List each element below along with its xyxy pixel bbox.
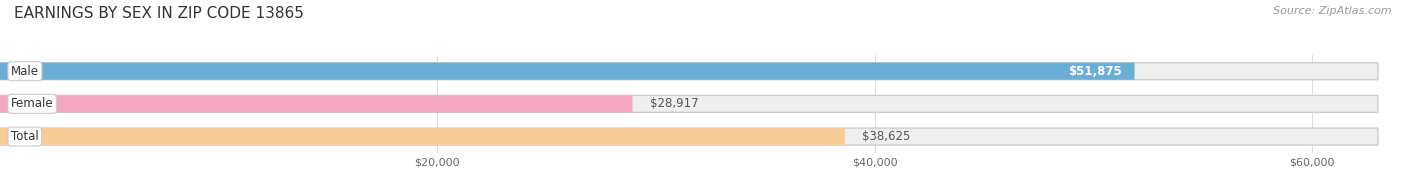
- Text: EARNINGS BY SEX IN ZIP CODE 13865: EARNINGS BY SEX IN ZIP CODE 13865: [14, 6, 304, 21]
- FancyBboxPatch shape: [0, 95, 1378, 112]
- Text: $28,917: $28,917: [650, 97, 699, 110]
- FancyBboxPatch shape: [0, 128, 1378, 145]
- FancyBboxPatch shape: [0, 128, 845, 145]
- Text: Source: ZipAtlas.com: Source: ZipAtlas.com: [1274, 6, 1392, 16]
- Text: $51,875: $51,875: [1067, 65, 1122, 78]
- Text: Total: Total: [11, 130, 39, 143]
- FancyBboxPatch shape: [0, 63, 1135, 80]
- FancyBboxPatch shape: [0, 63, 1378, 80]
- FancyBboxPatch shape: [0, 95, 633, 112]
- Text: Female: Female: [11, 97, 53, 110]
- Text: Male: Male: [11, 65, 39, 78]
- Text: $38,625: $38,625: [862, 130, 911, 143]
